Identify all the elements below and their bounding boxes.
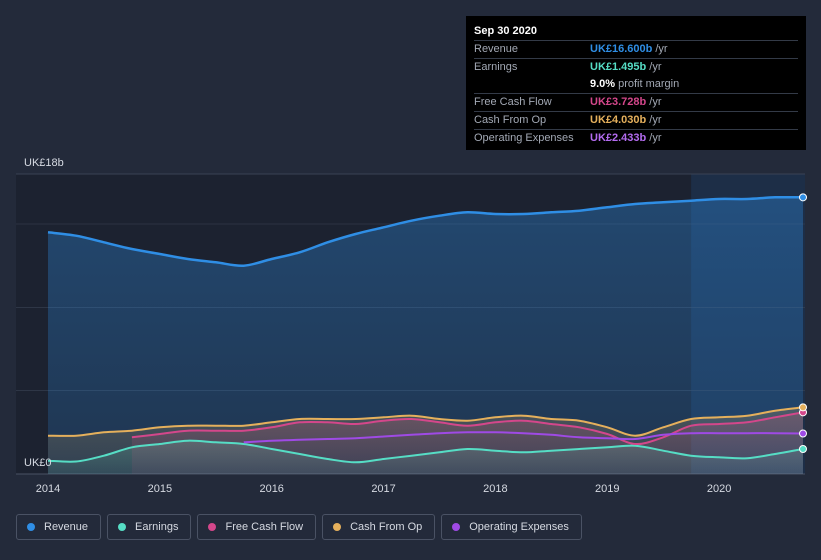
y-axis-top-label: UK£18b: [24, 157, 64, 169]
legend-dot-icon: [118, 523, 127, 531]
legend-dot-icon: [27, 523, 35, 531]
tooltip-label: Cash From Op: [474, 114, 547, 126]
series-line-cash-from-op: [47, 406, 804, 437]
legend-dot-icon: [333, 523, 342, 531]
data-tooltip: Sep 30 2020 Revenue UK£16.600b /yr Earni…: [466, 16, 806, 150]
legend-item-free-cash-flow[interactable]: Free Cash Flow: [197, 514, 317, 540]
x-tick-label: 2014: [36, 483, 60, 495]
tooltip-row-margin: 9.0% profit margin: [474, 76, 798, 92]
legend-dot-icon: [208, 523, 217, 531]
tooltip-margin-label: profit margin: [618, 78, 680, 90]
series-line-revenue: [47, 195, 804, 267]
legend-dot-icon: [452, 523, 461, 531]
tooltip-label: Revenue: [474, 43, 519, 55]
series-area-cash-from-op: [48, 407, 803, 474]
legend-item-operating-expenses[interactable]: Operating Expenses: [441, 514, 582, 540]
tooltip-value: UK£16.600b: [590, 43, 653, 55]
series-line-free-cash-flow: [131, 411, 804, 446]
tooltip-margin-value: 9.0%: [590, 78, 616, 90]
x-tick-label: 2016: [259, 483, 283, 495]
tooltip-row-revenue: Revenue UK£16.600b /yr: [474, 40, 798, 57]
tooltip-value: UK£2.433b: [590, 132, 647, 144]
tooltip-value: UK£4.030b: [590, 114, 647, 126]
tooltip-row-operating-expenses: Operating Expenses UK£2.433b /yr: [474, 129, 798, 146]
x-tick-label: 2015: [148, 483, 172, 495]
legend-label: Cash From Op: [350, 521, 423, 533]
x-tick-label: 2020: [707, 483, 731, 495]
tooltip-unit: /yr: [649, 96, 662, 108]
series-endpoint-revenue: [799, 193, 807, 202]
chart-legend: Revenue Earnings Free Cash Flow Cash Fro…: [16, 514, 588, 542]
x-tick-label: 2019: [595, 483, 619, 495]
tooltip-row-free-cash-flow: Free Cash Flow UK£3.728b /yr: [474, 93, 798, 110]
tooltip-row-cash-from-op: Cash From Op UK£4.030b /yr: [474, 111, 798, 128]
tooltip-unit: /yr: [649, 61, 662, 73]
x-tick-label: 2017: [371, 483, 395, 495]
tooltip-unit: /yr: [649, 114, 662, 126]
tooltip-label: Free Cash Flow: [474, 96, 552, 108]
legend-item-cash-from-op[interactable]: Cash From Op: [322, 514, 436, 540]
legend-label: Earnings: [135, 521, 179, 533]
tooltip-label: Operating Expenses: [474, 132, 574, 144]
legend-label: Operating Expenses: [469, 521, 569, 533]
legend-item-revenue[interactable]: Revenue: [16, 514, 102, 540]
tooltip-value: UK£1.495b: [590, 61, 647, 73]
series-endpoint-earnings: [799, 445, 807, 453]
tooltip-value: UK£3.728b: [590, 96, 647, 108]
series-endpoint-operating-expenses: [799, 429, 807, 438]
legend-label: Free Cash Flow: [225, 521, 304, 533]
tooltip-row-earnings: Earnings UK£1.495b /yr: [474, 58, 798, 75]
legend-label: Revenue: [44, 521, 89, 533]
x-tick-label: 2018: [483, 483, 507, 495]
series-line-operating-expenses: [243, 431, 804, 444]
legend-item-earnings[interactable]: Earnings: [107, 514, 192, 540]
tooltip-label: Earnings: [474, 61, 518, 73]
tooltip-unit: /yr: [649, 132, 662, 144]
tooltip-unit: /yr: [655, 43, 668, 55]
series-endpoint-cash-from-op: [799, 403, 807, 412]
y-axis-bottom-label: UK£0: [24, 457, 52, 469]
series-line-earnings: [47, 439, 804, 464]
tooltip-date: Sep 30 2020: [474, 25, 537, 37]
